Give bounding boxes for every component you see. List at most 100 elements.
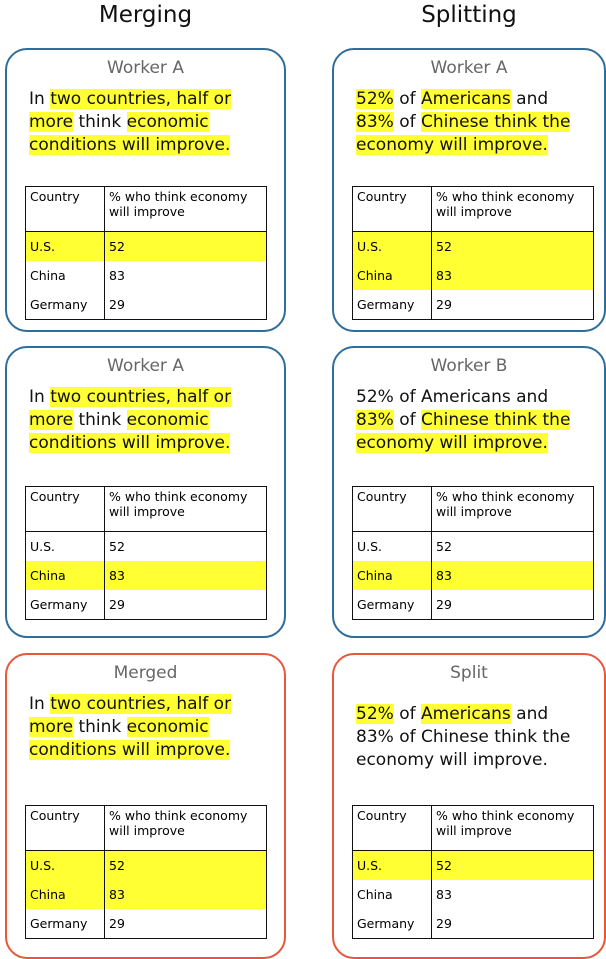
panel: Merged In two countries, half or more thi…: [5, 653, 286, 959]
header-cell: % who think economy will improve: [104, 486, 267, 532]
cell: 83: [104, 880, 267, 909]
panel: Worker B 52% of Americans and 83% of Chin…: [332, 346, 606, 638]
panel: Split 52% of Americans and 83% of Chinese…: [332, 653, 606, 959]
sentence: 52% of Americans and 83% of Chinese thin…: [356, 88, 588, 157]
panel-label: Split: [450, 663, 488, 683]
table-row: Germany 29: [352, 290, 594, 320]
header-cell: Country: [352, 486, 432, 532]
table: Country% who think economy will improve U…: [352, 805, 594, 939]
sentence: In two countries, half or more think eco…: [29, 386, 268, 455]
cell: U.S.: [352, 850, 432, 880]
cell: U.S.: [352, 531, 432, 561]
cell: China: [352, 880, 432, 909]
cell: 83: [104, 261, 267, 290]
text: In: [29, 89, 51, 109]
cell: 29: [431, 590, 594, 620]
cell: 29: [104, 290, 267, 320]
table-row: Germany 29: [25, 290, 267, 320]
header-cell: Country: [25, 486, 105, 532]
header-cell: % who think economy will improve: [104, 805, 267, 851]
header-row: Country% who think economy will improve: [25, 805, 267, 851]
highlighted-text: Americans: [421, 704, 511, 724]
cell: U.S.: [25, 231, 105, 261]
table-row: China 83: [25, 261, 267, 290]
cell: 52: [431, 231, 594, 261]
highlighted-text: 52%: [356, 89, 394, 109]
table-row: Germany 29: [352, 909, 594, 939]
cell: 52: [104, 531, 267, 561]
text: think: [73, 717, 127, 737]
cell: 29: [431, 290, 594, 320]
cell: 52: [104, 231, 267, 261]
table: Country% who think economy will improve U…: [352, 186, 594, 320]
sentence: 52% of Americans and 83% of Chinese thin…: [356, 703, 588, 772]
cell: Germany: [25, 590, 105, 620]
cell: 83: [431, 261, 594, 290]
cell: 29: [104, 909, 267, 939]
panel: Worker A In two countries, half or more t…: [5, 346, 286, 638]
table: Country% who think economy will improve U…: [25, 805, 267, 939]
text: and: [510, 89, 549, 109]
table-row: China 83: [25, 880, 267, 909]
table-row: Germany 29: [352, 590, 594, 620]
panel-label: Merged: [113, 663, 178, 683]
header-row: Country% who think economy will improve: [352, 186, 594, 232]
table-row: U.S. 52: [25, 531, 267, 561]
text: In: [29, 694, 51, 714]
header-row: Country% who think economy will improve: [25, 486, 267, 532]
cell: 83: [431, 880, 594, 909]
sentence: In two countries, half or more think eco…: [29, 88, 268, 157]
cell: U.S.: [25, 531, 105, 561]
panel-label: Worker A: [430, 58, 508, 78]
panel-label: Worker B: [430, 356, 508, 376]
table-row: China 83: [352, 261, 594, 290]
header-cell: % who think economy will improve: [431, 805, 594, 851]
cell: China: [352, 561, 432, 590]
text: of: [393, 89, 421, 109]
header-cell: Country: [25, 186, 105, 232]
cell: Germany: [25, 909, 105, 939]
text: of: [393, 704, 421, 724]
header-cell: Country: [352, 805, 432, 851]
table-row: China 83: [25, 561, 267, 590]
cell: China: [25, 561, 105, 590]
cell: 83: [431, 561, 594, 590]
text: In: [29, 387, 51, 407]
cell: Germany: [352, 590, 432, 620]
text: think: [73, 112, 127, 132]
header-cell: % who think economy will improve: [431, 186, 594, 232]
header-cell: % who think economy will improve: [104, 186, 267, 232]
cell: Germany: [352, 909, 432, 939]
table-row: U.S. 52: [352, 850, 594, 880]
cell: Germany: [352, 290, 432, 320]
highlighted-text: 83%: [356, 112, 394, 132]
text: and 83% of Chinese think the economy wil…: [356, 704, 571, 770]
panel: Worker A 52% of Americans and 83% of Chin…: [332, 48, 606, 332]
highlighted-text: Americans: [421, 89, 511, 109]
header-row: Country% who think economy will improve: [25, 186, 267, 232]
header-cell: % who think economy will improve: [431, 486, 594, 532]
table-row: Germany 29: [25, 909, 267, 939]
column-title: Splitting: [421, 2, 517, 28]
cell: China: [25, 261, 105, 290]
cell: 29: [104, 590, 267, 620]
cell: China: [25, 880, 105, 909]
cell: 52: [104, 850, 267, 880]
table-row: China 83: [352, 561, 594, 590]
cell: 52: [431, 531, 594, 561]
highlighted-text: 52%: [356, 704, 394, 724]
table-row: U.S. 52: [25, 850, 267, 880]
cell: 52: [431, 850, 594, 880]
highlighted-text: 83%: [356, 410, 394, 430]
table: Country% who think economy will improve U…: [25, 486, 267, 620]
panel: Worker A In two countries, half or more t…: [5, 48, 286, 332]
panel-label: Worker A: [107, 58, 184, 78]
table-row: U.S. 52: [352, 231, 594, 261]
text: of: [393, 112, 421, 132]
cell: U.S.: [25, 850, 105, 880]
cell: China: [352, 261, 432, 290]
cell: Germany: [25, 290, 105, 320]
sentence: 52% of Americans and 83% of Chinese thin…: [356, 386, 588, 455]
header-cell: Country: [352, 186, 432, 232]
